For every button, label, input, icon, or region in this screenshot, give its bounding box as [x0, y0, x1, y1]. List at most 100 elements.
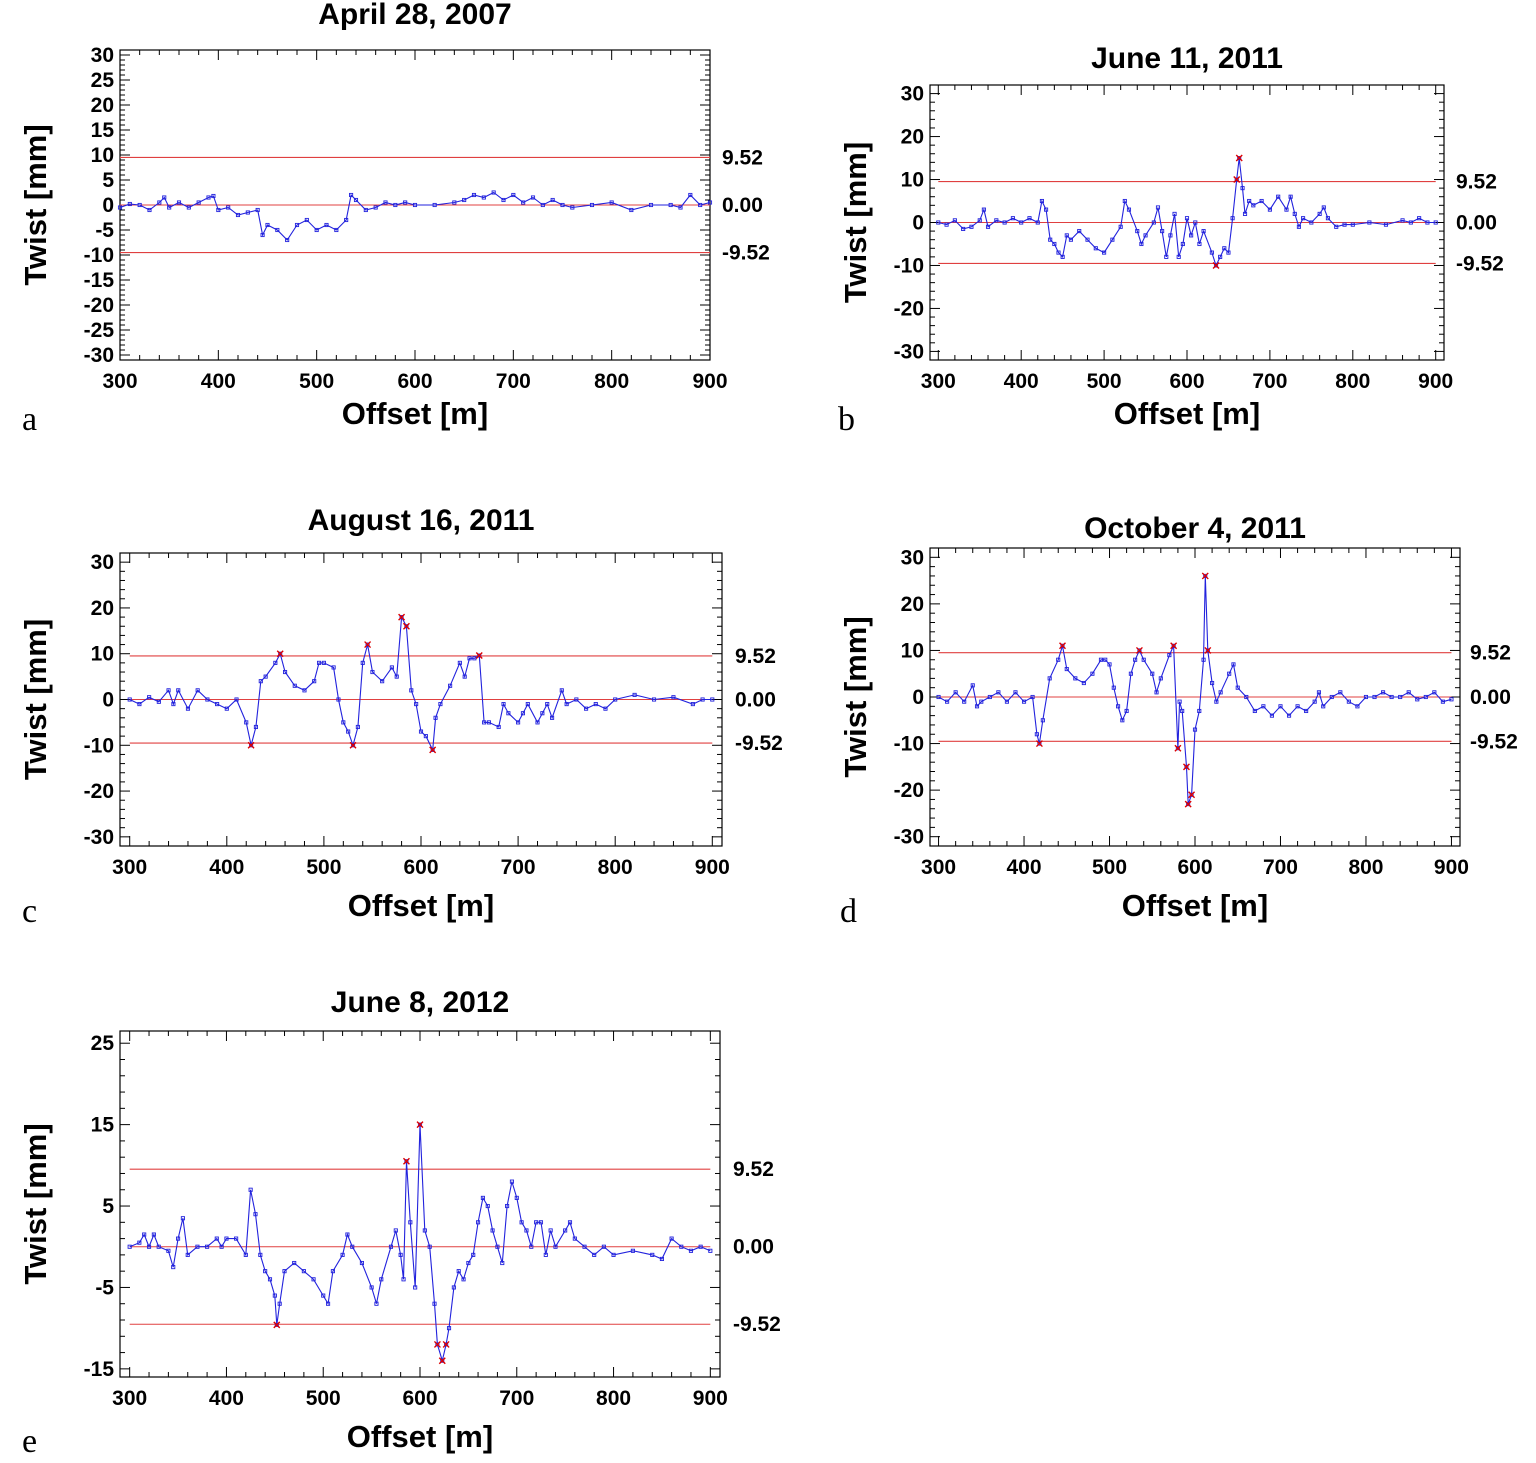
- y-tick-label: 5: [102, 169, 114, 192]
- data-point: [1269, 713, 1274, 718]
- data-point: [258, 1252, 263, 1257]
- data-point: [1408, 220, 1413, 225]
- chart-title: June 11, 2011: [1091, 42, 1283, 75]
- data-point: [451, 1285, 456, 1290]
- x-tick-label: 400: [201, 370, 236, 393]
- data-point: [399, 615, 404, 620]
- data-point: [1278, 704, 1283, 709]
- data-point: [476, 1220, 481, 1225]
- data-point: [496, 724, 501, 730]
- data-point: [1334, 224, 1339, 229]
- data-point: [205, 697, 210, 702]
- data-point: [176, 200, 182, 205]
- data-point: [345, 1232, 350, 1237]
- data-point: [462, 197, 467, 203]
- reference-label: 0.00: [1470, 686, 1511, 709]
- exceedance-marker: [475, 652, 483, 660]
- reference-label: 9.52: [735, 645, 776, 668]
- x-tick-label: 700: [1263, 856, 1298, 879]
- data-point: [629, 207, 634, 213]
- data-point: [1124, 708, 1129, 714]
- data-point: [1432, 690, 1437, 695]
- data-point: [1372, 694, 1377, 700]
- data-point: [249, 743, 254, 748]
- data-point: [1151, 220, 1156, 225]
- data-point: [1237, 155, 1242, 161]
- data-point: [514, 1195, 519, 1200]
- y-tick-label: 20: [901, 593, 924, 616]
- exceedance-marker: [1233, 176, 1241, 184]
- data-point: [331, 665, 336, 670]
- data-point: [353, 197, 359, 203]
- data-point: [1021, 699, 1027, 704]
- data-point: [501, 197, 506, 203]
- data-point: [166, 1248, 171, 1253]
- data-point: [1184, 216, 1190, 221]
- data-point: [1309, 220, 1314, 225]
- data-point: [146, 1244, 152, 1249]
- data-point: [334, 227, 339, 233]
- data-point: [563, 1228, 568, 1233]
- data-point: [235, 212, 241, 218]
- x-tick-label: 300: [921, 856, 956, 879]
- data-point: [452, 200, 457, 205]
- data-point: [1406, 690, 1411, 695]
- data-point: [1292, 211, 1297, 216]
- data-point: [311, 1277, 316, 1282]
- data-point: [278, 651, 283, 656]
- data-point: [1288, 194, 1293, 199]
- data-point: [471, 1252, 476, 1257]
- data-point: [648, 202, 654, 208]
- data-point: [267, 1277, 273, 1282]
- data-point: [1060, 643, 1065, 648]
- x-axis-label: Offset [m]: [347, 1419, 493, 1454]
- x-tick-label: 700: [501, 856, 536, 879]
- chart-panel-a: 300 400 500 600 700 800 900 302520151050-5-10-1…: [18, 0, 770, 438]
- data-point: [500, 1260, 505, 1266]
- data-point: [1180, 708, 1185, 714]
- exceedance-marker: [1035, 740, 1043, 748]
- y-tick-label: 20: [901, 126, 924, 149]
- data-point: [1252, 708, 1257, 714]
- x-tick-label: 900: [693, 1387, 728, 1410]
- data-point: [698, 1244, 703, 1249]
- data-point: [255, 207, 260, 213]
- data-point: [516, 720, 521, 725]
- data-point: [1103, 657, 1108, 662]
- data-point: [393, 202, 398, 208]
- y-tick-label: 15: [91, 119, 115, 142]
- data-point: [1064, 667, 1069, 672]
- data-point: [433, 715, 438, 720]
- data-point: [248, 1187, 253, 1192]
- data-point: [205, 1244, 210, 1249]
- y-axis-label: Twist [mm]: [18, 124, 53, 285]
- data-point: [1417, 216, 1422, 221]
- x-tick-label: 600: [1169, 370, 1204, 393]
- data-point: [1367, 220, 1372, 225]
- data-point: [467, 656, 472, 661]
- data-point: [1120, 718, 1125, 723]
- exceedance-marker: [402, 622, 410, 630]
- data-point: [550, 197, 555, 203]
- data-point: [326, 1301, 331, 1306]
- data-point: [1214, 699, 1219, 704]
- data-point: [981, 207, 986, 212]
- y-tick-label: -30: [894, 826, 924, 849]
- data-point: [977, 218, 982, 223]
- data-point: [282, 1269, 287, 1274]
- x-tick-label: 800: [598, 856, 633, 879]
- y-tick-label: -5: [95, 1276, 114, 1299]
- data-point: [344, 217, 349, 223]
- data-point: [1197, 708, 1202, 714]
- data-point: [321, 1293, 326, 1298]
- data-point: [1259, 198, 1264, 204]
- data-point: [553, 1244, 558, 1249]
- data-point: [1197, 241, 1202, 247]
- y-tick-label: 25: [91, 1032, 115, 1055]
- data-point: [1350, 222, 1355, 227]
- exceedance-marker: [398, 613, 406, 621]
- x-tick-label: 500: [306, 1387, 341, 1410]
- data-point: [355, 724, 360, 730]
- data-point: [359, 1260, 364, 1266]
- data-point: [505, 1203, 510, 1209]
